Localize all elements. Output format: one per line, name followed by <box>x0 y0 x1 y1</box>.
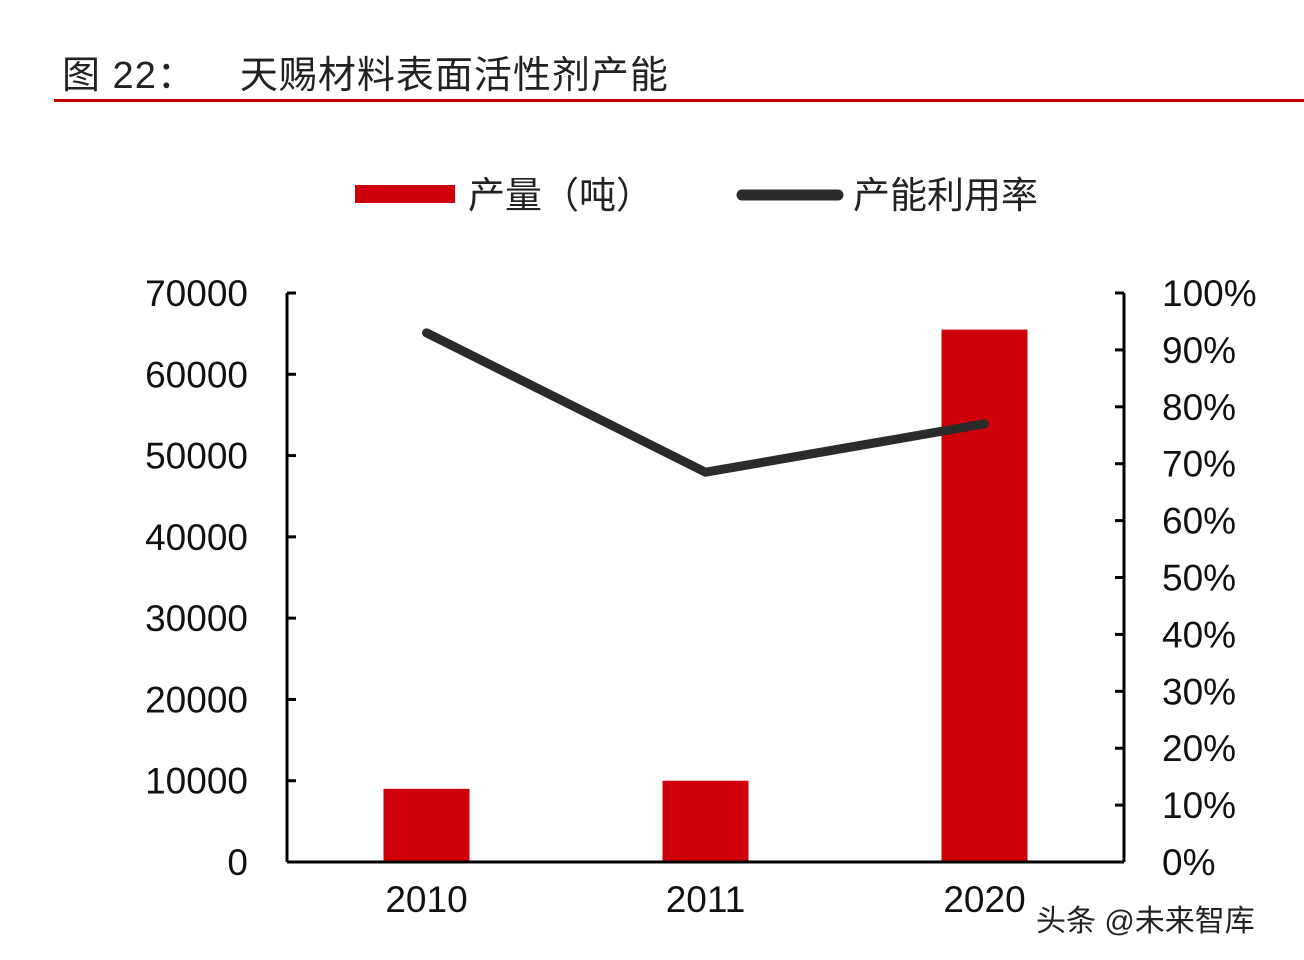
right-tick-label: 70% <box>1162 444 1236 485</box>
left-tick-label: 20000 <box>145 679 248 720</box>
right-tick-label: 30% <box>1162 671 1236 712</box>
legend-bar-swatch <box>355 185 455 203</box>
watermark: 头条 @未来智库 <box>1036 905 1255 938</box>
bar-2011 <box>662 780 749 862</box>
legend-bar-label: 产量（吨） <box>468 175 653 216</box>
right-tick-label: 60% <box>1162 501 1236 542</box>
figure-title: 图 22： 天赐材料表面活性剂产能 <box>62 44 669 99</box>
legend-line-label: 产能利用率 <box>853 175 1038 216</box>
right-tick-label: 50% <box>1162 558 1236 599</box>
utilization-line <box>422 328 989 477</box>
right-tick-label: 90% <box>1162 330 1236 371</box>
x-tick-label: 2020 <box>943 879 1025 920</box>
right-tick-label: 20% <box>1162 728 1236 769</box>
left-tick-label: 40000 <box>145 517 248 558</box>
right-tick-label: 0% <box>1162 842 1215 883</box>
x-tick-label: 2011 <box>666 879 746 920</box>
figure-number: 图 22： <box>62 55 196 97</box>
right-tick-label: 40% <box>1162 614 1236 655</box>
left-tick-label: 10000 <box>145 761 248 802</box>
right-tick-label: 100% <box>1162 273 1257 314</box>
left-tick-label: 60000 <box>145 354 248 395</box>
right-tick-label: 10% <box>1162 785 1236 826</box>
left-tick-label: 70000 <box>145 273 248 314</box>
left-tick-label: 50000 <box>145 436 248 477</box>
x-tick-label: 2010 <box>385 879 467 920</box>
figure-title-text: 天赐材料表面活性剂产能 <box>239 55 669 97</box>
left-tick-label: 30000 <box>145 598 248 639</box>
bar-2010 <box>383 788 470 862</box>
right-tick-label: 80% <box>1162 387 1236 428</box>
left-tick-label: 0 <box>227 842 248 883</box>
title-rule <box>54 99 1304 102</box>
bar-2020 <box>941 329 1028 862</box>
